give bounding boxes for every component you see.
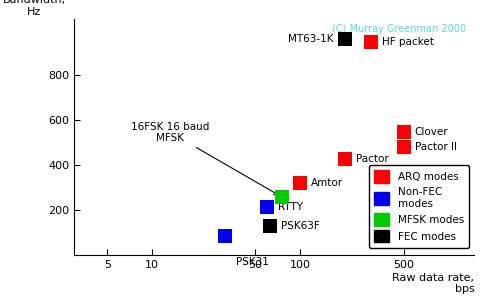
Text: RTTY: RTTY	[278, 202, 303, 212]
Y-axis label: Bandwidth,
Hz: Bandwidth, Hz	[3, 0, 66, 17]
Legend: ARQ modes, Non-FEC
modes, MFSK modes, FEC modes: ARQ modes, Non-FEC modes, MFSK modes, FE…	[369, 165, 469, 247]
Text: (C) Murray Greenman 2000: (C) Murray Greenman 2000	[333, 24, 467, 34]
Text: Pactor: Pactor	[356, 154, 389, 164]
Text: Amtor: Amtor	[311, 178, 343, 188]
Text: PSK31: PSK31	[236, 257, 269, 267]
Text: Pactor II: Pactor II	[415, 142, 457, 152]
Text: Clover: Clover	[415, 127, 448, 136]
Text: MT63-1K: MT63-1K	[288, 34, 334, 44]
Text: HF packet: HF packet	[382, 37, 434, 46]
Text: 16FSK 16 baud
MFSK: 16FSK 16 baud MFSK	[131, 122, 278, 195]
Text: PSK63F: PSK63F	[281, 221, 320, 231]
X-axis label: Raw data rate,
bps: Raw data rate, bps	[393, 273, 474, 294]
